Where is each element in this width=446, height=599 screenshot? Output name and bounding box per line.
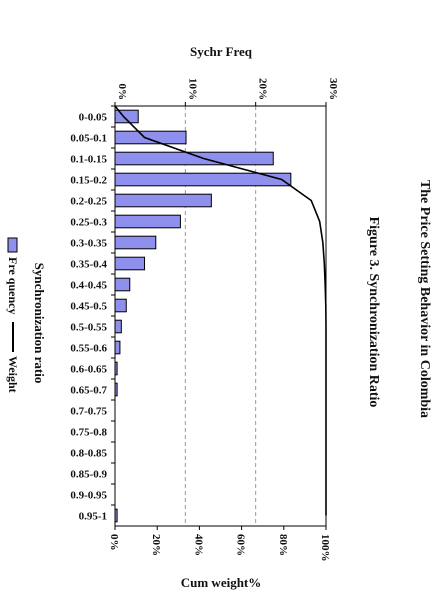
- category-label: 0.4-0.45: [70, 280, 107, 292]
- category-label: 0.15-0.2: [70, 175, 107, 187]
- bar-0.6-0.65: [114, 361, 118, 376]
- category-label: 0.5-0.55: [70, 322, 107, 334]
- bar-0.55-0.6: [114, 340, 121, 355]
- category-label: 0.85-0.9: [70, 469, 107, 481]
- freq-tick-label: 0%: [116, 84, 128, 101]
- bar-0.45-0.5: [114, 298, 127, 313]
- cum-tick-label: 100%: [319, 534, 331, 562]
- bar-0.1-0.15: [114, 151, 274, 166]
- cum-tick-label: 60%: [235, 534, 247, 556]
- cum-tick-label: 0%: [108, 534, 120, 551]
- category-label: 0.3-0.35: [70, 238, 107, 250]
- category-label: 0.9-0.95: [70, 490, 107, 502]
- legend: Fre quency Weight: [6, 237, 20, 393]
- figure-title: Figure 3. Synchronization Ratio: [366, 217, 381, 408]
- category-label: 0.75-0.8: [70, 427, 107, 439]
- freq-tick-label: 10%: [186, 78, 198, 100]
- cum-tick-label: 80%: [277, 534, 289, 556]
- category-label: 0.35-0.4: [70, 259, 107, 271]
- bar-0.65-0.7: [114, 382, 118, 397]
- bar-0.2-0.25: [114, 193, 212, 208]
- running-title: The Price Setting Behavior in Colombia: [417, 180, 432, 418]
- weight-line: [114, 105, 327, 516]
- category-label: 0.8-0.85: [70, 448, 107, 460]
- category-label: 0-0.05: [79, 112, 108, 124]
- cum-tick-label: 40%: [192, 534, 204, 556]
- bar-0.25-0.3: [114, 214, 181, 229]
- legend-frequency-swatch: [7, 237, 18, 253]
- category-label: 0.25-0.3: [70, 217, 107, 229]
- legend-weight-label: Weight: [6, 356, 20, 393]
- category-label: 0.05-0.1: [70, 133, 107, 145]
- category-label: 0.55-0.6: [70, 343, 107, 355]
- category-label: 0.6-0.65: [70, 364, 107, 376]
- plot-frame: [114, 105, 327, 527]
- freq-axis-title: Sychr Freq: [190, 44, 253, 59]
- legend-frequency-label: Fre quency: [6, 257, 20, 314]
- cum-tick-label: 20%: [150, 534, 162, 556]
- category-label: 0.1-0.15: [70, 154, 107, 166]
- category-axis-title: Synchronization ratio: [32, 263, 47, 384]
- category-label: 0.7-0.75: [70, 406, 107, 418]
- bar-0.35-0.4: [114, 256, 146, 271]
- category-label: 0.2-0.25: [70, 196, 107, 208]
- plot-area: 0-0.05 0.05-0.1 0.1-0.15 0.15-0.2 0.2-0.25 0.…: [70, 78, 339, 562]
- freq-tick-label: 30%: [327, 78, 339, 100]
- bar-0.3-0.35: [114, 235, 157, 250]
- bar-0.95-1: [114, 508, 118, 523]
- cum-axis-title: Cum weight%: [181, 575, 262, 590]
- bar-0.15-0.2: [114, 172, 292, 187]
- category-label: 0.65-0.7: [70, 385, 107, 397]
- bar-0.5-0.55: [114, 319, 122, 334]
- freq-tick-label: 20%: [257, 78, 269, 100]
- bar-0.4-0.45: [114, 277, 131, 292]
- category-label: 0.45-0.5: [70, 301, 107, 313]
- bar-0.05-0.1: [114, 130, 187, 145]
- bar-0-0.05: [114, 109, 139, 124]
- category-label: 0.95-1: [79, 511, 107, 523]
